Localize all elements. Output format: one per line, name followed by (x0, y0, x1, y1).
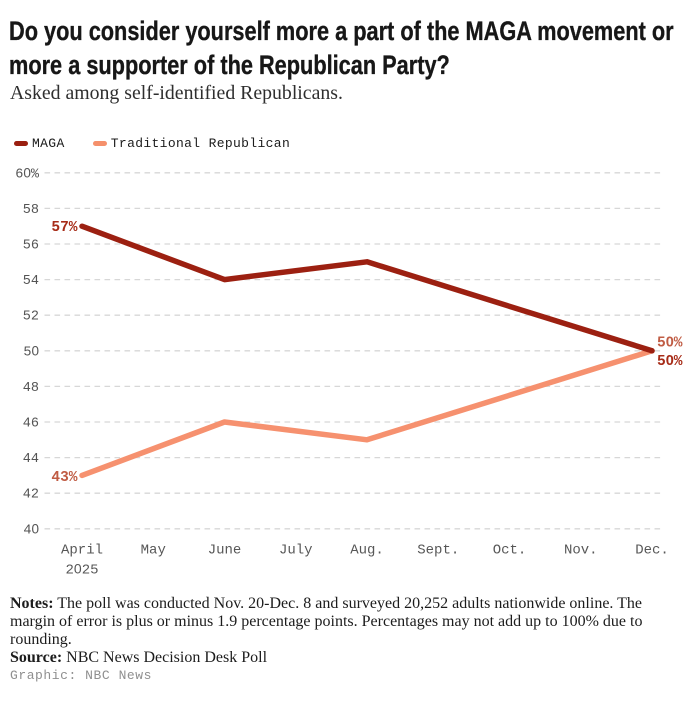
svg-text:May: May (141, 543, 166, 559)
svg-text:Aug.: Aug. (350, 543, 384, 559)
svg-text:50%: 50% (657, 335, 683, 352)
svg-text:Nov.: Nov. (564, 543, 598, 559)
svg-text:43%: 43% (51, 470, 77, 486)
svg-text:46: 46 (23, 417, 39, 432)
svg-text:42: 42 (23, 488, 39, 503)
svg-text:57%: 57% (51, 220, 77, 236)
svg-text:50%: 50% (657, 353, 683, 370)
svg-text:58: 58 (23, 203, 39, 218)
svg-text:Oct.: Oct. (493, 543, 527, 559)
svg-text:Dec.: Dec. (635, 543, 669, 559)
svg-text:56: 56 (23, 239, 39, 254)
svg-text:48: 48 (23, 381, 39, 396)
svg-text:44: 44 (23, 452, 39, 467)
svg-text:60%: 60% (15, 165, 40, 182)
svg-text:54: 54 (23, 274, 39, 289)
svg-text:52: 52 (23, 310, 39, 325)
svg-text:July: July (279, 543, 313, 559)
svg-text:Sept.: Sept. (417, 543, 459, 559)
svg-text:April: April (61, 543, 103, 559)
svg-text:40: 40 (23, 521, 39, 538)
svg-text:2025: 2025 (65, 561, 98, 579)
svg-text:50: 50 (23, 343, 39, 360)
svg-text:June: June (208, 543, 242, 559)
